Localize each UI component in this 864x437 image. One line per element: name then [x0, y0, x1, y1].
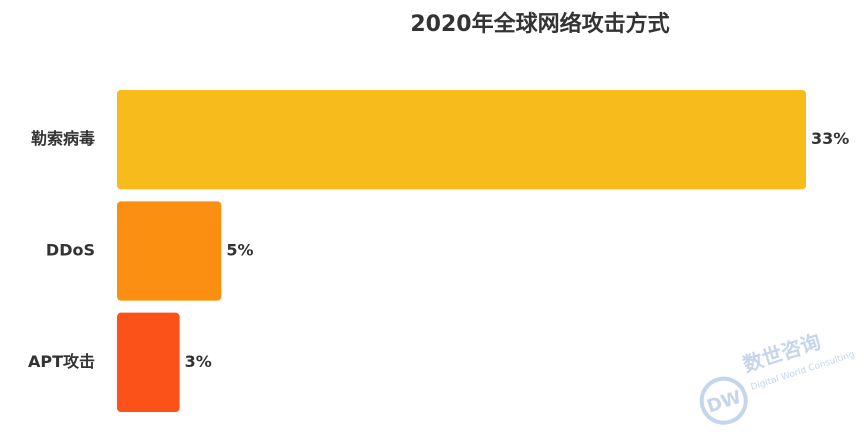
y-tick-label: DDoS — [46, 241, 95, 260]
bar — [117, 90, 806, 190]
bar — [117, 312, 180, 412]
data-label: 3% — [185, 352, 212, 371]
data-label: 5% — [226, 241, 253, 260]
data-label: 33% — [811, 129, 849, 148]
y-tick-label: 勒索病毒 — [31, 129, 95, 148]
watermark-logo — [699, 376, 748, 425]
bar — [117, 201, 222, 301]
watermark-logo-letter: DW — [704, 387, 744, 418]
watermark: DW 数世咨询 Digital World Consulting — [699, 329, 856, 425]
chart-title: 2020年全球网络攻击方式 — [410, 11, 669, 37]
y-tick-label: APT攻击 — [28, 352, 95, 371]
